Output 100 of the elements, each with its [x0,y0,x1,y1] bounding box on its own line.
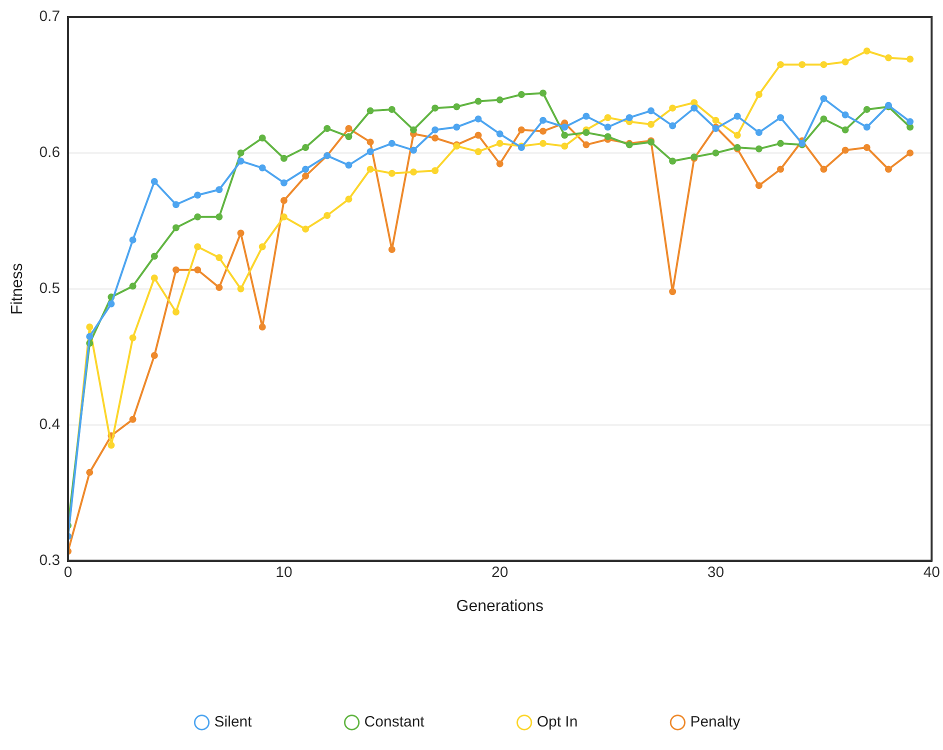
point [129,282,136,290]
point [496,96,504,104]
point [194,243,202,250]
point [561,124,568,131]
point [604,124,612,131]
point [388,106,396,113]
x-axis-title: Generations [456,598,544,615]
point [842,126,849,134]
point [410,146,417,154]
point [345,196,352,203]
point [366,138,374,146]
point [324,124,331,132]
point [777,114,784,122]
point [366,107,374,114]
point [453,124,460,131]
point [820,61,828,68]
point [410,168,417,176]
point [496,130,504,138]
point [280,213,288,220]
point [863,144,870,152]
point [604,114,612,122]
point [906,118,914,126]
point [237,158,244,165]
point [906,56,914,63]
point [734,112,741,120]
point [86,332,94,340]
point [108,442,115,449]
point [216,186,223,194]
point [302,144,310,152]
point [108,300,115,308]
point [540,128,547,135]
point [258,134,266,142]
point [280,154,288,162]
point [216,254,223,262]
point [237,149,244,156]
point [496,160,504,168]
legend-label: Constant [364,714,426,731]
y-tick-label: 0.7 [39,8,60,26]
point [172,308,180,316]
point [258,164,266,172]
point [712,116,720,124]
point [842,58,849,66]
y-tick-label: 0.3 [39,552,60,569]
x-tick-label: 0 [64,564,72,581]
point [172,201,180,208]
point [690,104,698,112]
point [647,120,654,128]
point [216,284,223,292]
point [432,104,439,112]
point [280,197,288,204]
point [86,468,94,476]
point [540,140,547,147]
point [755,90,762,98]
point [150,252,158,260]
point [150,178,158,185]
point [820,95,828,102]
point [432,126,439,134]
point [755,145,762,152]
point [150,274,158,282]
point [474,98,482,105]
point [474,132,482,139]
point [237,285,244,292]
point [388,246,396,253]
x-tick-label: 40 [923,564,940,581]
point [820,115,828,122]
point [129,416,136,423]
point [216,213,223,220]
point [863,124,870,131]
y-tick-label: 0.5 [39,280,60,298]
point [474,148,482,156]
point [669,104,676,112]
point [496,140,504,147]
point [129,236,136,244]
point [345,124,352,132]
point [324,212,331,219]
point [258,243,266,250]
point [582,141,590,148]
point [194,266,202,274]
point [777,140,784,147]
point [540,116,547,124]
point [561,142,568,150]
y-tick-label: 0.6 [39,144,60,162]
point [863,106,870,113]
point [302,172,310,180]
point [474,115,482,122]
point [432,134,439,142]
point [194,192,202,199]
point [712,149,720,156]
point [755,129,762,136]
point [582,112,590,120]
point [410,126,417,134]
x-tick-label: 30 [707,564,724,581]
point [518,126,525,134]
point [345,133,352,140]
point [237,230,244,237]
point [302,166,310,173]
point [755,182,762,190]
point [669,288,676,296]
point [669,158,676,165]
point [86,323,94,330]
